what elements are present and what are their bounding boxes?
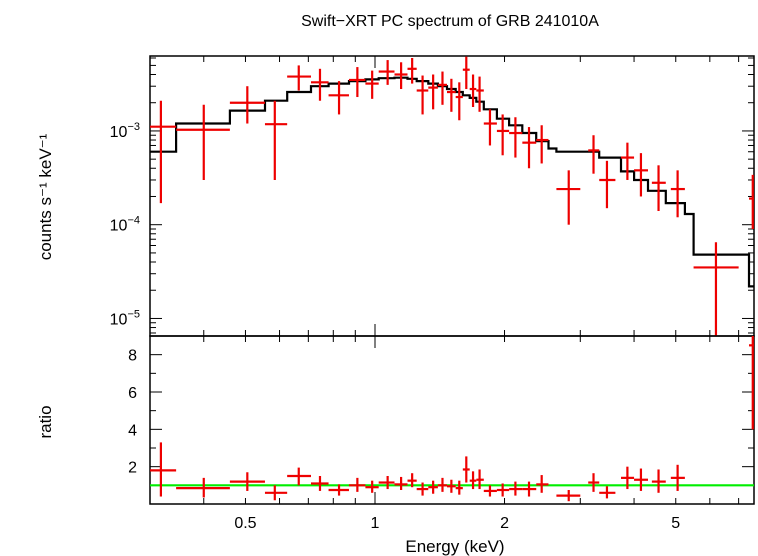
ratio-data-point (651, 469, 666, 493)
ratio-data-point (556, 490, 581, 502)
ratio-data-point (462, 456, 470, 483)
x-tick-label: 2 (500, 515, 509, 532)
spectrum-data-point (455, 82, 463, 121)
spectrum-data-point (483, 109, 497, 146)
ratio-data-point (476, 469, 484, 490)
spectrum-data-point (522, 127, 537, 169)
spectrum-data-point (588, 135, 600, 174)
spectrum-y-tick-label: 10−4 (110, 215, 140, 235)
spectrum-data-point (348, 67, 366, 98)
ratio-data-point (437, 477, 447, 492)
ratio-data-point (536, 475, 549, 493)
ratio-data-point (394, 476, 408, 490)
spectrum-data-point (670, 170, 685, 218)
ratio-data-point (428, 480, 438, 494)
ratio-data-point (599, 486, 616, 499)
ratio-data-point (407, 473, 417, 488)
ratio-data-point (496, 483, 510, 497)
x-tick-label: 1 (371, 515, 380, 532)
spectrum-data-point (620, 142, 635, 180)
ratio-axis-label: ratio (36, 405, 55, 438)
spectrum-data-point (462, 56, 470, 90)
spectrum-data-point (150, 100, 177, 204)
spectrum-data-point (749, 174, 754, 229)
spectrum-data-point (476, 76, 484, 112)
spectrum-data-point (634, 153, 649, 197)
spectrum-data-point (416, 75, 429, 115)
ratio-y-tick-label: 4 (128, 422, 137, 439)
spectrum-data-point (394, 62, 408, 90)
spectrum-data-point (509, 117, 523, 158)
spectrum-data-point (365, 70, 379, 99)
ratio-frame (149, 335, 755, 505)
ratio-data-point (469, 471, 477, 490)
ratio-y-tick-label: 6 (128, 385, 137, 402)
spectrum-data-point (599, 160, 616, 209)
ratio-data-point (150, 442, 177, 497)
ratio-data-point (229, 472, 265, 491)
spectrum-data-point (651, 165, 666, 212)
ratio-data-point (378, 476, 395, 490)
spectrum-data-point (287, 65, 311, 91)
spectrum-data-point (469, 74, 477, 108)
ratio-data-point (588, 473, 600, 492)
x-tick-label: 0.5 (234, 515, 256, 532)
ratio-data-point (287, 467, 311, 486)
ratio-data-point (749, 336, 754, 430)
ratio-data-point (365, 480, 379, 493)
ratio-data-point (634, 468, 649, 491)
ratio-data-point (455, 480, 463, 495)
spectrum-data-point (437, 71, 447, 105)
x-axis-label: Energy (keV) (405, 537, 504, 556)
ratio-y-tick-label: 2 (128, 460, 137, 477)
spectrum-axis-label: counts s⁻¹ keV⁻¹ (36, 133, 55, 260)
model-step-line (150, 76, 754, 288)
spectrum-data-point (378, 60, 395, 85)
chart-title: Swift−XRT PC spectrum of GRB 241010A (301, 13, 599, 30)
ratio-data-point (264, 485, 288, 501)
ratio-data-point (446, 479, 456, 493)
ratio-data-point (483, 485, 497, 497)
spectrum-data-point (264, 100, 288, 180)
ratio-data-point (310, 476, 329, 491)
ratio-data-point (509, 481, 523, 496)
ratio-data-point (176, 477, 230, 498)
spectrum-data-point (556, 170, 581, 225)
ratio-panel: 0.5 1 2 5 2 4 6 8 (128, 335, 755, 532)
x-tick-label: 5 (671, 515, 680, 532)
ratio-data-point (416, 482, 429, 496)
ratio-data-point (328, 484, 349, 496)
spectrum-data-point (693, 242, 739, 336)
ratio-data-point (522, 481, 537, 497)
spectrum-data-point (328, 81, 349, 115)
spectrum-data-point (496, 114, 510, 156)
spectrum-data-point (428, 74, 438, 110)
spectrum-y-tick-label: 10−3 (110, 121, 140, 141)
ratio-data-point (670, 464, 685, 491)
spectrum-data-point (229, 86, 265, 124)
ratio-y-tick-label: 8 (128, 348, 137, 365)
spectrum-data-point (176, 104, 230, 180)
spectrum-data-point (446, 78, 456, 112)
spectrum-panel: 10−3 10−4 10−5 (110, 55, 755, 337)
spectrum-data-point (407, 57, 417, 84)
ratio-data-point (348, 477, 366, 492)
spectrum-data-point (310, 68, 329, 101)
ratio-data-point (620, 466, 635, 490)
spectrum-data-point (536, 125, 549, 164)
spectrum-y-tick-label: 10−5 (110, 308, 140, 328)
